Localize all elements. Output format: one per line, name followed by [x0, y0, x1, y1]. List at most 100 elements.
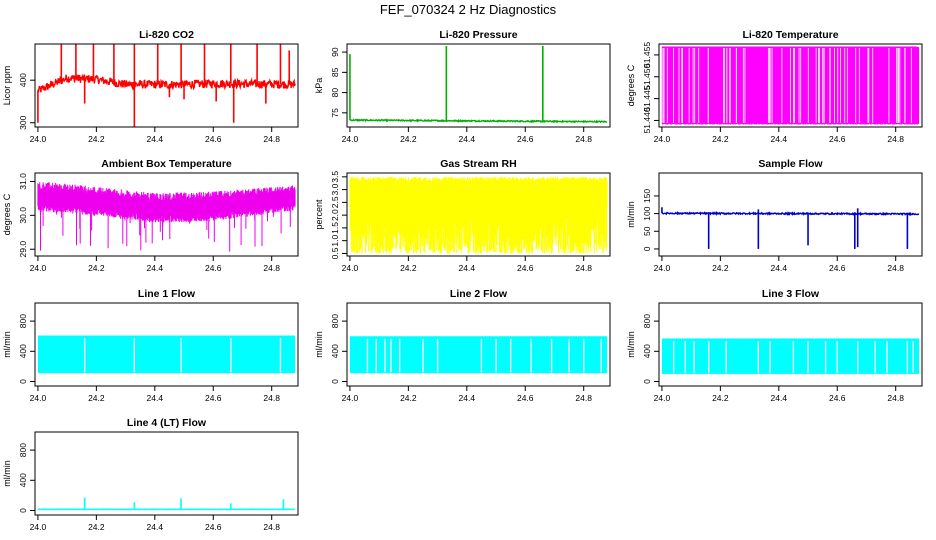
x-tick-label: 24.0 — [342, 393, 359, 403]
series-ambient-box-temperature — [37, 182, 296, 252]
x-tick-label: 24.2 — [400, 393, 417, 403]
x-tick-label: 24.4 — [147, 522, 164, 532]
x-tick-label: 24.2 — [712, 393, 729, 403]
series-line — [37, 73, 296, 93]
y-tick-label: 800 — [642, 314, 652, 328]
x-tick-label: 24.6 — [517, 134, 534, 144]
y-tick-label: 3.5 — [330, 171, 340, 183]
plot-frame — [34, 431, 299, 516]
x-tick-label: 24.8 — [887, 134, 904, 144]
x-tick-label: 24.2 — [88, 393, 105, 403]
x-tick-label: 24.4 — [459, 134, 476, 144]
x-tick-label: 24.4 — [459, 263, 476, 273]
x-tick-label: 24.6 — [205, 522, 222, 532]
x-tick-label: 24.2 — [400, 263, 417, 273]
y-axis-label: ml/min — [626, 201, 636, 228]
x-tick-label: 24.6 — [517, 393, 534, 403]
y-axis-label: ml/min — [2, 460, 12, 487]
panel-title: Sample Flow — [758, 158, 823, 170]
x-tick-label: 24.4 — [147, 263, 164, 273]
x-tick-label: 24.2 — [88, 522, 105, 532]
plot-frame — [658, 43, 923, 128]
panel-title: Li-820 Pressure — [439, 29, 517, 41]
y-tick-label: 80 — [330, 88, 340, 98]
y-axis-label: Licor ppm — [2, 66, 12, 106]
x-tick-label: 24.8 — [263, 263, 280, 273]
series-line — [661, 46, 918, 125]
y-axis-label: degrees C — [626, 64, 636, 106]
series-fill — [37, 336, 296, 374]
series-li-820-temperature — [661, 46, 920, 125]
y-tick-label: 30.0 — [18, 207, 28, 224]
x-tick-label: 24.8 — [263, 522, 280, 532]
y-tick-label: 400 — [18, 473, 28, 487]
x-tick-label: 24.4 — [147, 134, 164, 144]
x-tick-label: 24.2 — [712, 263, 729, 273]
plot-frame — [346, 302, 611, 387]
x-tick-label: 24.4 — [771, 134, 788, 144]
x-tick-label: 24.2 — [88, 263, 105, 273]
x-tick-label: 24.8 — [575, 134, 592, 144]
x-tick-label: 24.6 — [829, 263, 846, 273]
x-tick-label: 24.4 — [147, 393, 164, 403]
series-fill — [349, 336, 608, 374]
plot-frame — [346, 43, 611, 128]
x-tick-label: 24.6 — [205, 134, 222, 144]
panel-li-820-co2: Li-820 CO2 Licor ppm 24.0 24.2 24.4 24.6 24.8 3… — [2, 29, 299, 144]
series-line-4-lt-flow — [37, 497, 296, 511]
x-tick-label: 24.8 — [263, 134, 280, 144]
y-tick-label: 51.450 — [642, 63, 652, 89]
x-tick-label: 24.6 — [205, 263, 222, 273]
series-line-2-flow — [349, 336, 608, 374]
y-axis-label: kPa — [314, 78, 324, 94]
y-tick-label: 29.0 — [18, 241, 28, 258]
panel-title: Line 2 Flow — [450, 288, 508, 300]
plot-frame — [658, 172, 923, 257]
series-line — [37, 182, 296, 252]
x-tick-label: 24.8 — [263, 393, 280, 403]
y-axis-label: ml/min — [2, 331, 12, 358]
y-tick-label: 400 — [18, 73, 28, 87]
series-sample-flow — [661, 207, 920, 249]
y-tick-label: 0 — [18, 508, 28, 513]
y-tick-label: 0 — [642, 379, 652, 384]
x-tick-label: 24.6 — [517, 263, 534, 273]
y-tick-label: 75 — [330, 108, 340, 118]
plot-frame — [658, 302, 923, 387]
y-tick-label: 1.5 — [330, 222, 340, 234]
y-tick-label: 0 — [642, 246, 652, 251]
series-line — [349, 118, 608, 124]
x-tick-label: 24.0 — [30, 393, 47, 403]
y-tick-label: 3.0 — [330, 183, 340, 195]
plot-frame — [346, 172, 611, 257]
y-tick-label: 800 — [18, 443, 28, 457]
y-tick-label: 51.455 — [642, 42, 652, 68]
y-axis-label: degrees C — [2, 193, 12, 235]
panel-title: Line 1 Flow — [138, 288, 196, 300]
y-tick-label: 51.445 — [642, 85, 652, 111]
y-tick-label: 300 — [18, 115, 28, 129]
y-tick-label: 0.5 — [330, 247, 340, 259]
panel-line-1-flow: Line 1 Flow ml/min 24.0 24.2 24.4 24.6 24.8 0 40… — [2, 288, 299, 403]
series-li-820-pressure — [349, 46, 608, 124]
x-tick-label: 24.4 — [771, 263, 788, 273]
y-tick-label: 150 — [642, 189, 652, 203]
panel-line-2-flow: Line 2 Flow ml/min 24.0 24.2 24.4 24.6 24.8 0 40… — [314, 288, 611, 403]
panel-title: Line 4 (LT) Flow — [127, 417, 207, 429]
plot-frame — [34, 302, 299, 387]
y-tick-label: 800 — [330, 314, 340, 328]
series-li-820-co2 — [37, 44, 296, 127]
y-tick-label: 85 — [330, 67, 340, 77]
y-tick-label: 800 — [18, 314, 28, 328]
plot-frame — [34, 43, 299, 128]
x-tick-label: 24.6 — [205, 393, 222, 403]
y-tick-label: 400 — [330, 344, 340, 358]
x-tick-label: 24.0 — [30, 134, 47, 144]
x-tick-label: 24.0 — [654, 134, 671, 144]
x-tick-label: 24.0 — [654, 393, 671, 403]
x-tick-label: 24.0 — [342, 134, 359, 144]
plot-frame — [34, 172, 299, 257]
y-tick-label: 50 — [642, 226, 652, 236]
series-line-1-flow — [37, 335, 296, 374]
